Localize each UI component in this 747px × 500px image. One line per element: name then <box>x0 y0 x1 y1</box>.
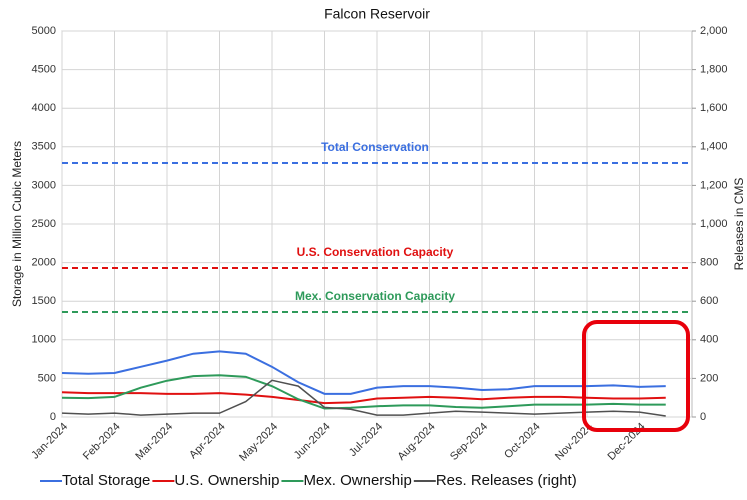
x-tick-label: May-2024 <box>237 421 280 464</box>
y2-tick-label: 1,400 <box>700 141 728 153</box>
x-tick-label: Jun-2024 <box>292 421 333 462</box>
y2-tick-label: 800 <box>700 257 718 269</box>
series-line <box>61 379 666 417</box>
x-tick-label: Mar-2024 <box>133 421 175 463</box>
y2-tick-label: 0 <box>700 411 706 423</box>
legend: Total Storage U.S. Ownership Mex. Ownershi… <box>40 472 577 489</box>
y-tick-label: 4500 <box>32 64 56 76</box>
y-tick-label: 2500 <box>32 218 56 230</box>
legend-label: Res. Releases (right) <box>436 472 577 489</box>
legend-label: U.S. Ownership <box>174 472 279 489</box>
x-tick-label: Sep-2024 <box>448 421 490 463</box>
y-tick-label: 0 <box>50 411 56 423</box>
chart-title: Falcon Reservoir <box>324 6 430 22</box>
legend-label: Total Storage <box>62 472 150 489</box>
y-tick-label: 2000 <box>32 257 56 269</box>
y2-tick-label: 1,800 <box>700 64 728 76</box>
x-tick-label: Jan-2024 <box>29 421 70 462</box>
x-tick-label: Dec-2024 <box>605 421 647 463</box>
y2-tick-label: 600 <box>700 295 718 307</box>
y2-tick-label: 1,600 <box>700 102 728 114</box>
series-line <box>61 350 666 395</box>
reference-label: Mex. Conservation Capacity <box>295 289 455 303</box>
y2-tick-label: 400 <box>700 334 718 346</box>
y-tick-label: 1500 <box>32 295 56 307</box>
reference-lines: Total Conservation U.S. Conservation Capa… <box>62 140 692 314</box>
lines <box>61 350 666 417</box>
x-tick-label: Apr-2024 <box>187 421 227 461</box>
series-line <box>61 374 666 410</box>
x-tick-label: Aug-2024 <box>395 421 437 463</box>
y2-axis-title: Releases in CMS <box>732 178 746 271</box>
y-tick-label: 1000 <box>32 334 56 346</box>
reference-label: Total Conservation <box>321 140 429 154</box>
y-axis-title: Storage in Million Cubic Meters <box>10 141 24 307</box>
legend-label: Mex. Ownership <box>303 472 411 489</box>
y2-tick-label: 200 <box>700 372 718 384</box>
y2-tick-label: 1,000 <box>700 218 728 230</box>
x-tick-label: Feb-2024 <box>81 421 123 463</box>
y-tick-label: 4000 <box>32 102 56 114</box>
x-tick-label: Oct-2024 <box>502 421 542 461</box>
highlight-box <box>582 320 690 432</box>
y-tick-label: 500 <box>38 372 56 384</box>
reference-label: U.S. Conservation Capacity <box>297 245 454 259</box>
series-line <box>61 391 666 405</box>
y2-tick-label: 1,200 <box>700 179 728 191</box>
y-tick-label: 3000 <box>32 179 56 191</box>
grid <box>61 30 696 418</box>
y-tick-label: 3500 <box>32 141 56 153</box>
x-tick-label: Jul-2024 <box>347 421 385 459</box>
y2-tick-label: 2,000 <box>700 25 728 37</box>
y-tick-label: 5000 <box>32 25 56 37</box>
